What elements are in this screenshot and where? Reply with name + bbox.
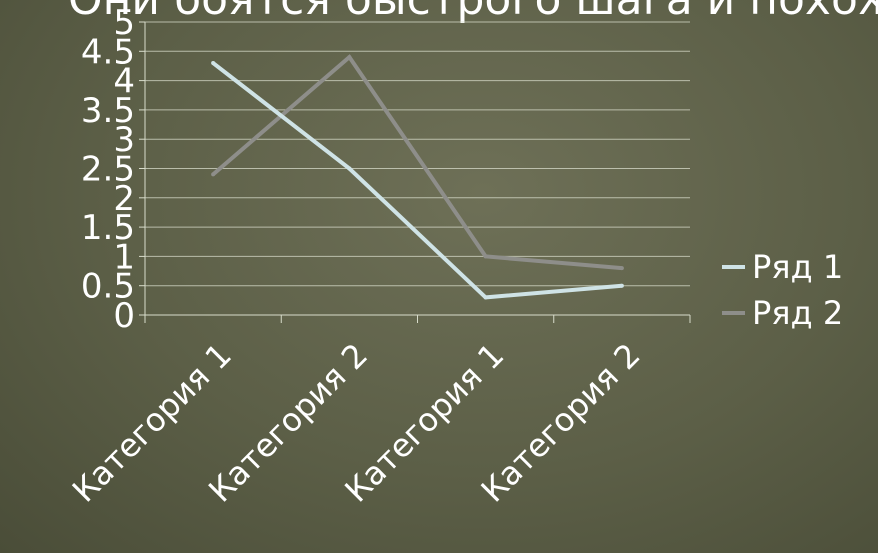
data-point (619, 283, 624, 288)
y-axis-tick-labels: 00.511.522.533.544.55 (81, 3, 135, 336)
legend-label: Ряд 2 (752, 294, 843, 332)
y-tick-label: 2 (113, 179, 135, 219)
y-tick-label: 4 (113, 62, 135, 102)
data-point (483, 254, 488, 259)
chart-series (211, 54, 624, 300)
data-point (347, 55, 352, 60)
data-point (211, 61, 216, 66)
legend-label: Ряд 1 (752, 248, 843, 286)
y-tick-label: 0 (113, 296, 135, 336)
data-point (211, 172, 216, 177)
slide-title: Они боятся быстрого шага и похож (68, 0, 878, 26)
series-line-1 (211, 61, 623, 300)
y-tick-label: 5 (113, 3, 135, 43)
y-tick-label: 1 (113, 237, 135, 277)
chart-legend: Ряд 1 Ряд 2 (722, 248, 843, 332)
data-point (619, 266, 624, 271)
y-tick-label: 3 (113, 120, 135, 160)
series-line-2 (211, 54, 623, 271)
y-tick-label: 0.5 (81, 267, 135, 307)
chart-axes (139, 21, 691, 323)
y-tick-label: 3.5 (81, 91, 135, 131)
y-tick-label: 4.5 (81, 32, 135, 72)
y-tick-label: 1.5 (81, 208, 135, 248)
data-point (347, 166, 352, 171)
data-point (483, 295, 488, 300)
y-tick-label: 2.5 (81, 150, 135, 190)
